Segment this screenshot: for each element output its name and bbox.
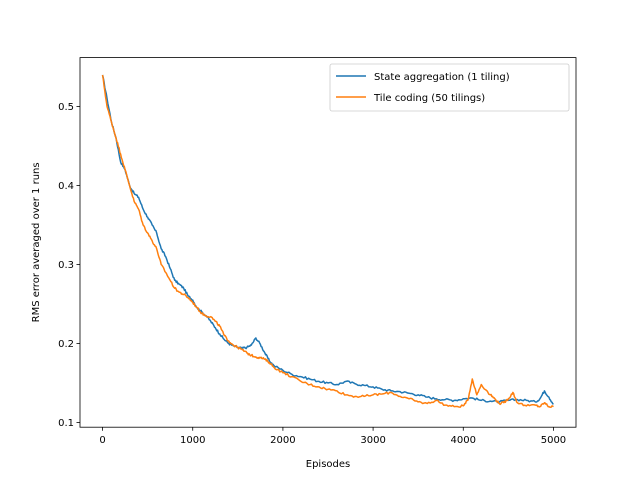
- y-tick-label: 0.2: [58, 339, 74, 350]
- x-tick-label: 4000: [451, 435, 476, 446]
- x-tick-label: 0: [99, 435, 105, 446]
- x-axis-ticks: 0 1000 2000 3000 4000 5000: [99, 427, 566, 446]
- x-tick-label: 3000: [360, 435, 385, 446]
- legend-label-state-aggregation: State aggregation (1 tiling): [374, 72, 510, 83]
- y-tick-label: 0.3: [58, 260, 74, 271]
- y-axis-ticks: 0.1 0.2 0.3 0.4 0.5: [58, 102, 80, 429]
- x-tick-label: 2000: [270, 435, 295, 446]
- x-tick-label: 5000: [541, 435, 566, 446]
- y-tick-label: 0.4: [58, 181, 74, 192]
- y-axis-label: RMS error averaged over 1 runs: [31, 162, 42, 322]
- series-line-tile-coding: [101, 74, 554, 409]
- y-tick-label: 0.5: [58, 102, 74, 113]
- x-tick-label: 1000: [180, 435, 205, 446]
- series-layer: [101, 74, 554, 409]
- plot-frame: [79, 57, 577, 428]
- x-axis-label: Episodes: [306, 459, 350, 470]
- legend: State aggregation (1 tiling) Tile coding…: [329, 63, 570, 112]
- legend-label-tile-coding: Tile coding (50 tilings): [373, 93, 485, 104]
- y-tick-label: 0.1: [58, 418, 74, 429]
- series-line-state-aggregation: [101, 74, 554, 405]
- legend-box: [329, 63, 570, 112]
